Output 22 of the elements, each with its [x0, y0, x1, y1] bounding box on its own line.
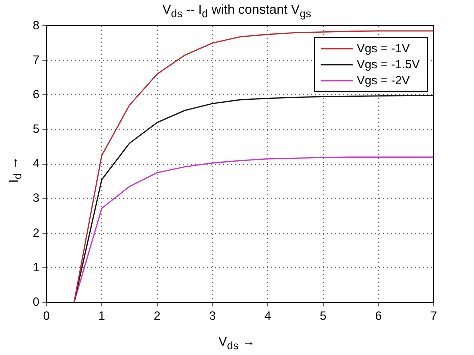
legend-label: Vgs = -1V [356, 41, 410, 56]
y-tick-label: 3 [32, 191, 40, 206]
y-tick-label: 0 [32, 294, 40, 309]
legend-label: Vgs = -1.5V [356, 57, 420, 72]
x-tick-label: 0 [43, 309, 50, 324]
chart-title: V$_{ds}$ -- I$_{d}$ with constant V$_{gs}$ [162, 2, 312, 21]
y-tick-label: 4 [32, 156, 40, 171]
y-tick-label: 6 [32, 87, 40, 102]
x-tick-label: 5 [320, 309, 327, 324]
y-tick-label: 1 [32, 260, 40, 274]
y-tick-label: 8 [32, 18, 40, 32]
x-tick-label: 3 [209, 309, 216, 324]
x-tick-label: 4 [264, 309, 272, 324]
x-tick-label: 2 [154, 309, 161, 324]
x-tick-label: 1 [98, 309, 106, 324]
y-tick-label: 7 [32, 52, 40, 67]
y-tick-label: 5 [32, 122, 40, 136]
legend-label: Vgs = -2V [356, 73, 410, 88]
x-tick-label: 6 [375, 309, 382, 324]
x-tick-label: 7 [430, 309, 438, 324]
x-axis-title: V$_{ds}$ → [218, 334, 256, 353]
y-tick-label: 2 [32, 226, 40, 240]
